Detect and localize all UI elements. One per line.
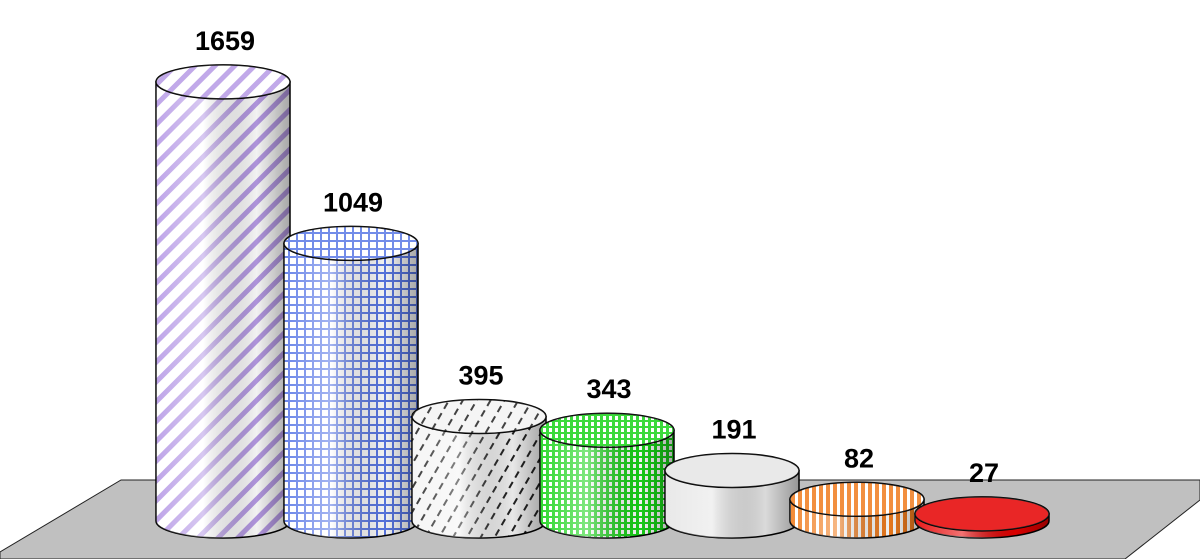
data-label: 1659: [195, 26, 255, 56]
bar-top-highlight: [915, 496, 1049, 531]
bar-top-highlight: [156, 64, 290, 99]
bar-top: [155, 64, 291, 100]
bar-top-highlight: [412, 399, 546, 434]
data-label: 395: [458, 360, 503, 390]
bar-3: 395: [411, 360, 547, 539]
bar-5: 191: [664, 414, 800, 539]
data-label: 27: [969, 458, 999, 488]
bar-6: 82: [789, 443, 925, 539]
bar-top: [914, 496, 1050, 532]
data-label: 343: [586, 374, 631, 404]
bar-shading: [284, 243, 418, 538]
bar-top-highlight: [540, 413, 674, 448]
data-label: 191: [711, 414, 756, 444]
bars-group: 1659 1049 395 343 191 82 27: [155, 26, 1050, 539]
bar-7: 27: [914, 458, 1050, 539]
bar-top: [283, 225, 419, 262]
bar-top-highlight: [790, 482, 924, 517]
bar-shading: [665, 470, 799, 538]
bar-4: 343: [539, 374, 675, 539]
bar-top: [664, 452, 800, 489]
bar-1: 1659: [155, 26, 291, 539]
data-label: 1049: [323, 187, 383, 217]
bar-shading: [540, 430, 674, 538]
bar-2: 1049: [283, 187, 419, 539]
bar-top-highlight: [665, 453, 799, 488]
data-label: 82: [844, 443, 874, 473]
bar-top: [411, 398, 547, 435]
bar-shading: [412, 416, 546, 538]
bar-shading: [156, 81, 290, 539]
bar-top: [789, 481, 925, 518]
bar-top-highlight: [284, 226, 418, 261]
bar-top: [539, 412, 675, 448]
